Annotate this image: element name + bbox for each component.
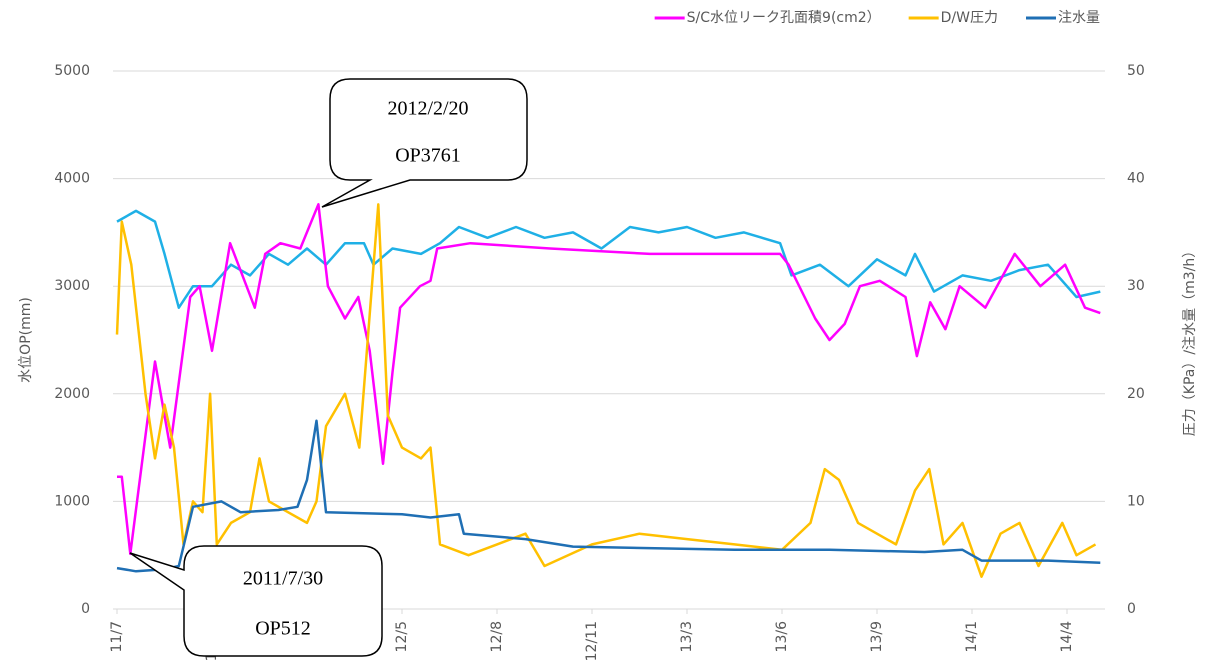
series-line (116, 209, 1101, 309)
legend-label: 注水量 (1058, 10, 1100, 26)
legend-label: D/W圧力 (941, 10, 998, 26)
series-line (117, 203, 1101, 556)
y2-tick-label: 50 (1127, 63, 1145, 79)
x-tick-label: 13/3 (679, 621, 695, 652)
callout-box (321, 78, 528, 208)
callout-box (129, 545, 383, 657)
x-tick-label: 14/4 (1059, 621, 1075, 653)
x-tick-label: 13/6 (774, 621, 790, 653)
annotation-text: OP512 (255, 618, 311, 640)
y2-axis-title: 圧力（KPa）/注水量（m3/h） (1182, 244, 1198, 436)
legend-label: S/C水位リーク孔面積9(cm2） (687, 10, 881, 26)
x-tick-label: 13/9 (869, 621, 885, 652)
annotation-text: OP3761 (395, 145, 461, 167)
plot-area: 0100020003000400050000102030405011/711/1… (54, 10, 1144, 661)
y-tick-label: 5000 (54, 63, 90, 79)
y2-tick-label: 10 (1127, 493, 1145, 509)
y-tick-label: 0 (81, 601, 90, 617)
y-tick-label: 3000 (54, 278, 90, 294)
x-tick-label: 12/11 (584, 621, 600, 661)
x-tick-label: 12/8 (489, 621, 505, 652)
annotations: 2012/2/20 OP3761 2011/7/30 OP512 (129, 78, 528, 657)
y2-tick-label: 20 (1127, 386, 1145, 402)
x-tick-label: 14/1 (964, 621, 980, 652)
annotation-text: 2011/7/30 (243, 568, 323, 590)
y2-tick-label: 30 (1127, 278, 1145, 294)
y-tick-label: 1000 (54, 493, 90, 509)
series-line (115, 203, 1097, 578)
series-line (116, 419, 1101, 573)
annotation-text: 2012/2/20 (387, 98, 468, 120)
y2-tick-label: 0 (1127, 601, 1136, 617)
y-axis-title: 水位OP(mm) (18, 297, 34, 383)
y-tick-label: 4000 (54, 171, 90, 187)
y-tick-label: 2000 (54, 386, 90, 402)
y2-tick-label: 40 (1127, 171, 1145, 187)
x-tick-label: 11/7 (109, 621, 125, 652)
x-tick-label: 12/5 (394, 621, 410, 652)
